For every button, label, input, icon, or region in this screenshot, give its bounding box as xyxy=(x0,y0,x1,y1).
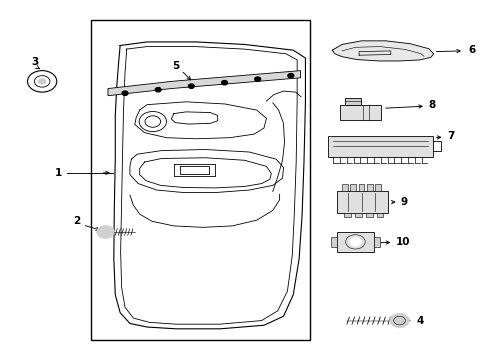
Circle shape xyxy=(97,226,114,238)
Circle shape xyxy=(254,77,260,81)
Text: 10: 10 xyxy=(395,237,409,247)
Text: 6: 6 xyxy=(468,45,475,55)
Bar xyxy=(349,184,355,191)
Bar xyxy=(91,21,310,339)
Bar xyxy=(373,237,379,247)
Circle shape xyxy=(122,91,128,95)
Bar xyxy=(344,213,350,217)
Text: 3: 3 xyxy=(31,57,39,67)
Bar xyxy=(328,136,432,157)
Bar xyxy=(376,213,383,217)
Circle shape xyxy=(188,84,194,88)
Bar xyxy=(336,232,373,252)
Circle shape xyxy=(221,81,227,85)
Bar xyxy=(374,184,380,191)
Polygon shape xyxy=(108,71,300,96)
Circle shape xyxy=(349,238,361,246)
Polygon shape xyxy=(331,41,433,61)
Bar xyxy=(358,184,364,191)
Bar xyxy=(339,105,380,120)
Text: 7: 7 xyxy=(446,131,453,141)
Circle shape xyxy=(155,87,161,92)
Text: 4: 4 xyxy=(415,316,423,325)
Bar xyxy=(341,184,347,191)
Circle shape xyxy=(287,73,293,78)
Text: 5: 5 xyxy=(172,61,180,71)
Bar xyxy=(354,213,361,217)
Bar xyxy=(365,213,372,217)
Bar xyxy=(330,237,336,247)
Text: 8: 8 xyxy=(427,100,435,111)
Bar xyxy=(345,98,360,105)
Circle shape xyxy=(389,314,408,328)
Circle shape xyxy=(38,78,46,84)
Bar xyxy=(366,184,372,191)
Bar xyxy=(336,191,387,213)
Text: 2: 2 xyxy=(73,216,80,226)
Text: 9: 9 xyxy=(400,197,407,207)
Text: 1: 1 xyxy=(55,168,61,178)
